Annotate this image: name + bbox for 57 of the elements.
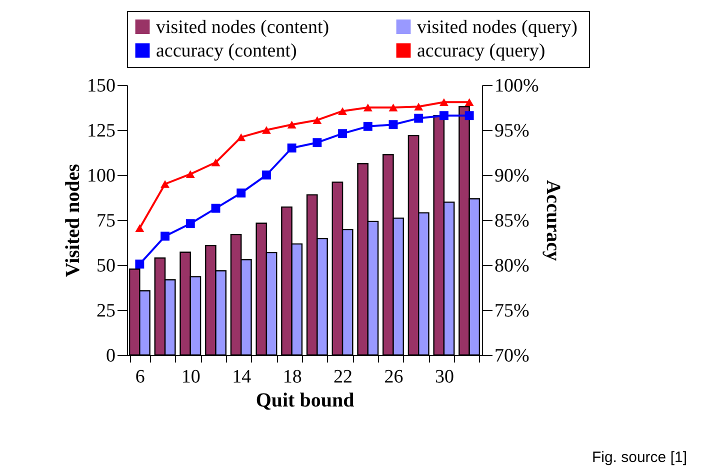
point bbox=[186, 170, 195, 178]
point bbox=[464, 98, 474, 106]
x-tick-label: 26 bbox=[384, 366, 404, 388]
point bbox=[211, 158, 220, 166]
point bbox=[262, 170, 271, 180]
x-tick-label: 14 bbox=[232, 366, 252, 388]
legend-label: accuracy (query) bbox=[417, 40, 546, 62]
point bbox=[363, 104, 372, 112]
point bbox=[464, 111, 474, 120]
point bbox=[439, 98, 448, 106]
point bbox=[135, 224, 144, 232]
y2-tick-label: 90% bbox=[494, 166, 530, 186]
y-tick-label: 75 bbox=[96, 210, 116, 232]
point bbox=[236, 188, 246, 198]
legend-label: accuracy (content) bbox=[156, 40, 297, 62]
y2-axis-title: Accuracy bbox=[542, 180, 564, 262]
y-tick-label: 25 bbox=[96, 300, 116, 322]
x-tick-label: 18 bbox=[282, 366, 302, 388]
y2-tick-label: 70% bbox=[494, 346, 530, 366]
point bbox=[312, 138, 322, 148]
point bbox=[388, 120, 398, 130]
y2-tick-label: 75% bbox=[494, 300, 530, 322]
y-tick-label: 150 bbox=[87, 76, 116, 96]
point bbox=[287, 144, 296, 152]
x-tick-label: 22 bbox=[334, 366, 353, 388]
y-tick-label: 125 bbox=[87, 120, 116, 142]
point bbox=[236, 133, 246, 142]
point bbox=[262, 126, 271, 134]
point bbox=[160, 232, 170, 241]
point bbox=[287, 120, 296, 128]
x-tick-label: 6 bbox=[135, 366, 145, 388]
y-tick-label: 100 bbox=[87, 166, 116, 186]
point bbox=[338, 129, 348, 138]
x-tick-label: 30 bbox=[434, 366, 454, 388]
point bbox=[312, 116, 322, 124]
point bbox=[414, 102, 424, 110]
point bbox=[363, 122, 372, 131]
x-axis-title: Quit bound bbox=[256, 390, 354, 412]
point bbox=[439, 111, 448, 120]
point bbox=[135, 260, 144, 269]
point bbox=[414, 114, 424, 123]
point bbox=[388, 104, 398, 112]
y2-tick-label: 85% bbox=[494, 210, 530, 232]
x-tick-label: 10 bbox=[181, 366, 200, 388]
point bbox=[338, 107, 348, 115]
y2-tick-label: 80% bbox=[494, 256, 530, 276]
point bbox=[211, 204, 220, 213]
y-axis-title: Visited nodes bbox=[62, 164, 84, 278]
y-tick-label: 0 bbox=[106, 346, 116, 366]
y2-tick-label: 95% bbox=[494, 120, 530, 142]
text: Fig. source [1] bbox=[592, 449, 687, 466]
y2-tick-label: 100% bbox=[494, 76, 539, 96]
legend-label: visited nodes (content) bbox=[156, 16, 330, 38]
y-tick-label: 50 bbox=[96, 256, 116, 276]
legend-label: visited nodes (query) bbox=[417, 16, 578, 38]
point bbox=[160, 180, 170, 188]
point bbox=[186, 219, 195, 228]
